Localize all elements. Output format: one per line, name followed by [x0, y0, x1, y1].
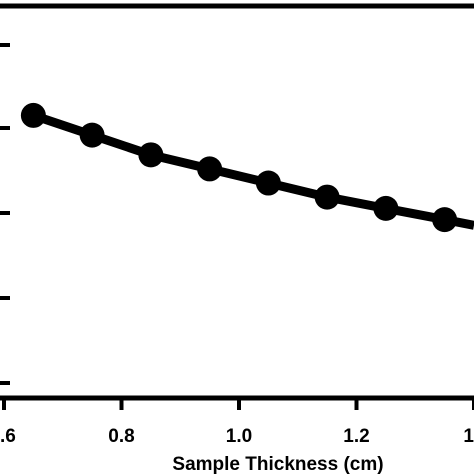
x-tick-label: 1 — [463, 426, 474, 447]
data-point — [138, 142, 164, 168]
series-layer — [20, 102, 474, 233]
x-tick-label: 1.0 — [226, 426, 252, 447]
plot-frame — [0, 3, 474, 401]
data-point — [314, 184, 340, 210]
data-point — [79, 122, 105, 148]
data-point — [373, 195, 399, 221]
y-axis-ticks — [0, 43, 10, 385]
x-tick-label: .6 — [0, 426, 16, 447]
x-tick-label: 0.8 — [108, 426, 134, 447]
data-point — [197, 156, 223, 182]
x-axis-ticks: .6 0.8 1.0 1.2 1 — [0, 398, 474, 447]
x-tick-label: 1.2 — [343, 426, 369, 447]
data-point — [255, 170, 281, 196]
data-point — [432, 207, 458, 233]
x-axis-title: Sample Thickness (cm) — [172, 454, 383, 474]
data-point — [20, 102, 46, 128]
